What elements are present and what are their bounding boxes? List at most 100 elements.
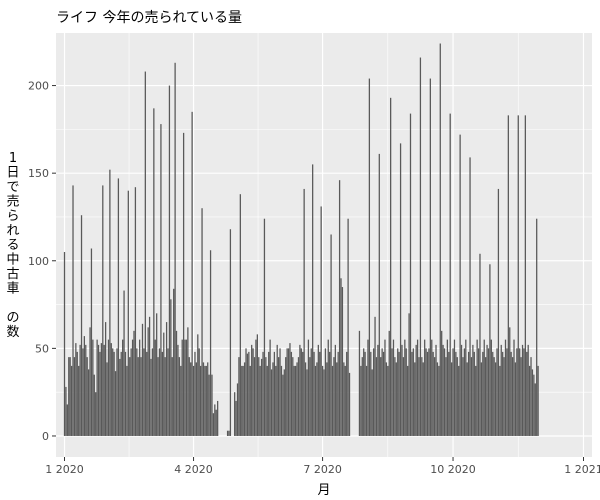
bar [486,344,488,436]
bar [331,365,334,436]
bar [92,339,94,436]
bar [388,330,390,436]
bar [503,357,505,436]
bar [70,365,73,436]
bar [424,339,426,436]
y-axis-title-char: 1 [9,151,17,166]
bar [123,290,125,436]
bar [248,351,250,436]
bar [130,348,132,436]
bar [68,357,70,436]
bar [477,348,480,436]
bar [185,339,188,436]
bar [385,362,388,436]
bar [380,357,382,436]
bar [476,339,478,436]
bar [153,108,155,436]
bar [297,357,300,436]
bar [390,97,392,436]
bar [408,313,410,436]
bar [411,351,413,436]
bar [197,334,199,436]
bar [365,365,368,436]
bar [432,351,434,436]
bar [496,348,498,436]
bar [262,351,264,436]
bar [415,344,417,436]
bar [178,357,181,436]
bar [364,351,366,436]
bar [182,132,185,436]
bar [102,185,104,436]
bar [83,336,85,436]
bar [316,362,318,436]
bar [405,348,407,436]
bar [330,234,332,436]
bar [277,357,280,436]
bar [527,344,529,436]
bar [122,339,124,436]
bar [255,339,257,436]
bar [180,365,182,436]
bar [450,362,453,436]
bar [151,348,154,436]
x-axis: 1 2020 4 2020 7 2020 10 2020 1 2021 [45,457,600,476]
bar [425,348,427,436]
bar [269,339,271,436]
bar [79,344,81,436]
bar [453,339,456,436]
bar [234,392,236,436]
bar [467,351,470,436]
bar [157,357,159,436]
bar [421,357,423,436]
bar [259,365,261,436]
bar [293,365,295,436]
chart-title: ライフ 今年の売られている量 [56,10,242,26]
bar [377,344,379,436]
bar [348,372,351,436]
bar [100,343,103,436]
y-axis: 0 50 100 150 200 [28,80,56,443]
bar [280,365,283,436]
bar [520,357,522,436]
bar [175,330,178,436]
bar [394,357,396,436]
bar [371,369,373,436]
bar [321,365,324,436]
bar [282,374,284,436]
bar [358,330,361,436]
bar [184,339,186,436]
bar [260,358,263,436]
bar [241,365,243,436]
bar [263,218,266,436]
bar [472,344,474,436]
bar [378,153,380,436]
bar [497,188,500,436]
bar [195,362,198,436]
bar [63,252,66,436]
bar [537,365,539,436]
bar [270,369,273,436]
bar [164,357,166,436]
bar [439,43,441,436]
bar [160,124,162,436]
bar [126,365,128,436]
bar [236,383,239,436]
bar [265,357,267,436]
bar [338,180,341,436]
bar [507,115,509,436]
bar [310,348,312,436]
bar [414,362,416,436]
bar [513,339,515,436]
bar [340,278,342,436]
bar [428,348,430,436]
bar [207,362,209,436]
bar [499,365,501,436]
bar [392,339,395,436]
bar [333,357,335,436]
bar [382,351,385,436]
bar [273,351,276,436]
bar [249,365,251,436]
bar [466,362,468,436]
bar [120,351,122,436]
